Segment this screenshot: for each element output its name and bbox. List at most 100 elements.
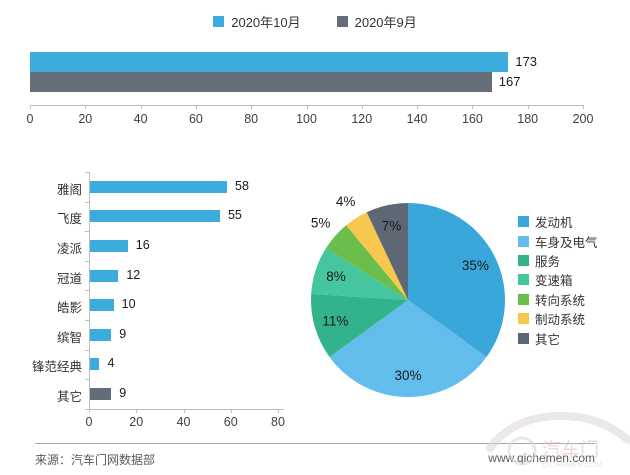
x-axis-tick: [583, 105, 584, 109]
legend-item: 其它: [518, 328, 598, 347]
category-label: 锋范经典: [31, 360, 82, 375]
model-bar-chart: 雅阁 58 飞度 55 凌派 16 冠道 12 皓影 10 缤智 9 锋范经典 4 其它 9 0 20 40 60 80: [0, 0, 300, 440]
y-axis-tick: [85, 349, 89, 351]
x-tick-label: 180: [517, 112, 539, 126]
x-axis-tick: [136, 408, 138, 413]
legend-swatch: [518, 332, 529, 344]
legend-label: 其它: [535, 332, 561, 347]
pie-slice-发动机: [408, 203, 505, 358]
pie-slice-变速箱: [311, 248, 408, 300]
legend-swatch: [213, 16, 225, 27]
x-axis-tick: [140, 105, 142, 109]
y-axis-tick: [85, 408, 89, 410]
legend-label: 制动系统: [535, 313, 586, 328]
x-axis-tick: [361, 105, 363, 109]
x-tick-label: 80: [244, 112, 259, 126]
category-label: 冠道: [56, 271, 82, 286]
pie-slice-服务: [311, 293, 408, 358]
bar: [30, 72, 492, 92]
x-tick-label: 60: [188, 112, 203, 126]
legend-item: 2020年9月: [336, 12, 417, 31]
pie-slice-制动系统: [346, 212, 408, 300]
bar-value-label: 167: [498, 74, 521, 89]
x-tick-label: 20: [78, 112, 93, 126]
bar-value-label: 173: [515, 54, 538, 69]
y-axis-tick: [85, 172, 89, 173]
category-pie-chart: 35% 30% 11% 8% 5% 4% 7%: [311, 194, 505, 397]
x-tick-label: 100: [296, 112, 317, 126]
bar: [90, 358, 100, 371]
y-axis-line: [89, 172, 90, 409]
legend-swatch: [518, 313, 529, 325]
pie-slice-其它: [366, 203, 408, 300]
legend-item: 变速箱: [518, 270, 598, 289]
legend-label: 发动机: [535, 216, 573, 231]
x-tick-label: 40: [176, 414, 191, 429]
x-axis-tick: [527, 105, 529, 109]
legend-label: 2020年9月: [354, 15, 417, 30]
y-axis-tick: [85, 290, 89, 292]
pie-percent-label: 35%: [462, 258, 489, 273]
x-axis-tick: [278, 408, 279, 413]
legend-label: 服务: [535, 254, 561, 269]
x-tick-label: 60: [223, 414, 238, 429]
legend-label: 车身及电气: [535, 235, 598, 250]
legend-item: 转向系统: [518, 290, 598, 309]
bar: [90, 388, 112, 400]
legend-swatch: [518, 274, 529, 286]
legend-label: 转向系统: [535, 293, 586, 308]
category-label: 飞度: [56, 212, 82, 227]
x-axis-tick: [417, 105, 419, 109]
pie-chart-legend: 发动机车身及电气服务变速箱转向系统制动系统其它: [518, 212, 598, 348]
x-tick-label: 140: [406, 112, 428, 126]
bar-value-label: 10: [121, 297, 136, 312]
pie-percent-label: 4%: [336, 194, 356, 209]
bar: [90, 240, 128, 252]
legend-label: 变速箱: [535, 274, 573, 289]
bar: [90, 210, 220, 223]
top-chart-legend: 2020年10月 2020年9月: [0, 12, 630, 31]
x-tick-label: 120: [351, 112, 373, 126]
x-tick-label: 0: [85, 414, 93, 429]
bar-value-label: 9: [119, 326, 127, 341]
pie-percent-label: 8%: [326, 269, 346, 284]
y-axis-tick: [85, 231, 89, 233]
pie-percent-label: 7%: [382, 219, 402, 234]
y-axis-tick: [85, 260, 89, 262]
bar: [90, 299, 114, 312]
bar: [90, 180, 228, 193]
legend-swatch: [518, 216, 529, 228]
x-axis-tick: [472, 105, 474, 109]
x-axis-tick: [30, 105, 31, 109]
category-label: 缤智: [56, 330, 82, 345]
category-label: 其它: [56, 390, 82, 404]
pie-percent-label: 30%: [394, 368, 421, 383]
legend-item: 制动系统: [518, 309, 598, 328]
x-tick-label: 160: [461, 112, 483, 126]
bar-value-label: 9: [119, 386, 127, 400]
y-axis-tick: [85, 379, 89, 381]
website-text: www.qichemen.com: [488, 451, 595, 465]
pie-percent-label: 5%: [311, 216, 331, 231]
bar-value-label: 12: [126, 267, 141, 282]
legend-item: 服务: [518, 251, 598, 270]
x-tick-label: 80: [271, 414, 285, 429]
pie-slice-车身及电气: [329, 300, 487, 397]
legend-swatch: [518, 254, 529, 266]
category-label: 皓影: [56, 301, 82, 316]
legend-item: 发动机: [518, 212, 598, 231]
x-tick-label: 20: [129, 414, 144, 429]
pie-percent-label: 11%: [322, 314, 348, 329]
x-tick-label: 0: [26, 112, 34, 126]
x-axis-tick: [230, 408, 232, 413]
legend-item: 2020年10月: [213, 12, 301, 31]
x-tick-label: 40: [133, 112, 148, 126]
category-label: 凌派: [56, 242, 82, 256]
x-axis-tick: [183, 408, 185, 413]
pie-slice-转向系统: [326, 225, 408, 300]
bar-value-label: 55: [227, 208, 242, 223]
legend-swatch: [518, 235, 529, 247]
source-text: 来源：汽车门网数据部: [35, 453, 156, 467]
x-axis-tick: [89, 408, 90, 413]
legend-label: 2020年10月: [231, 15, 301, 30]
